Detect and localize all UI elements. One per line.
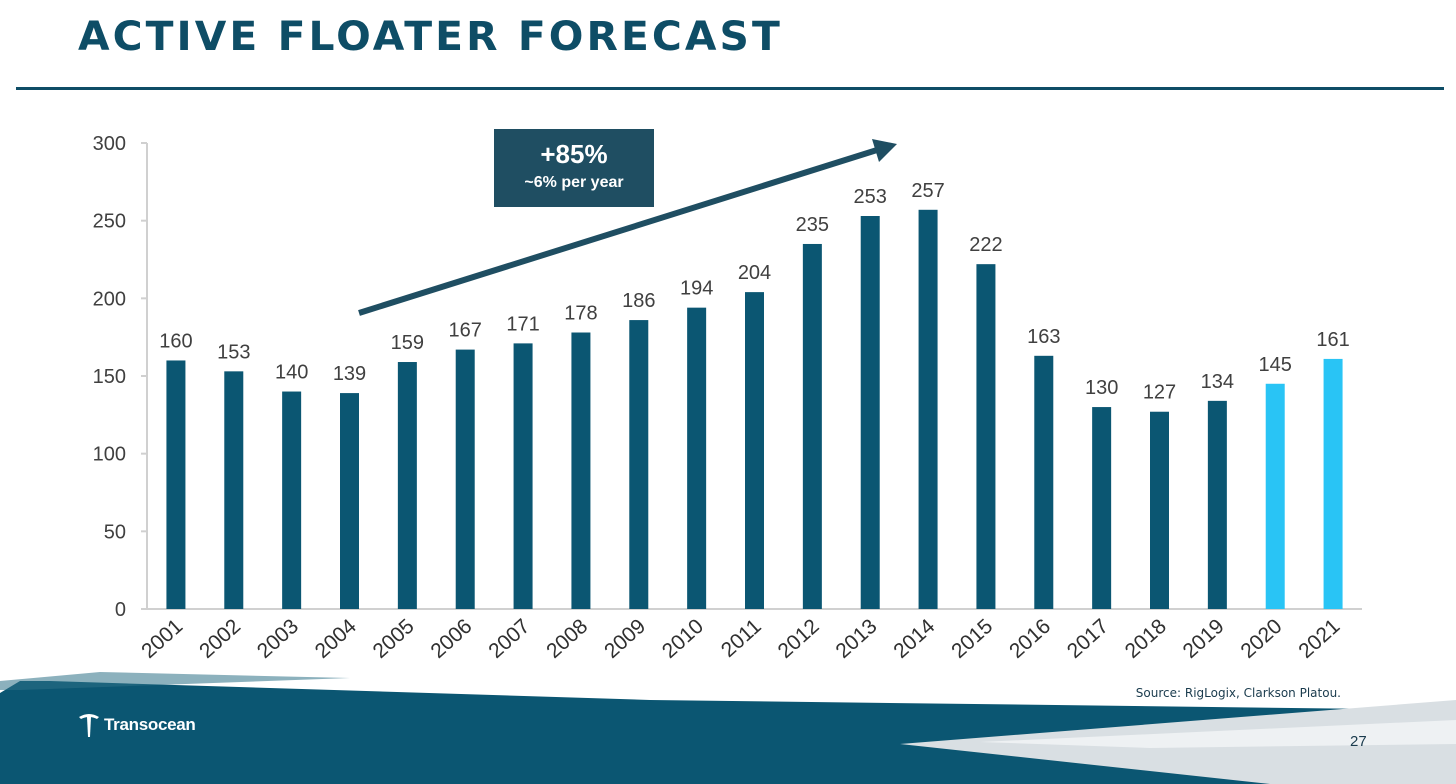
bar-2007 (513, 343, 533, 609)
data-label-2016: 163 (1027, 326, 1060, 348)
y-tick-label: 200 (93, 288, 126, 310)
y-tick-label: 50 (104, 521, 126, 543)
bar-2016 (1034, 355, 1054, 609)
x-tick-label-2019: 2019 (1179, 615, 1229, 663)
callout-percent: +85% (540, 139, 608, 169)
y-tick-label: 300 (93, 133, 126, 155)
y-tick-label: 100 (93, 444, 126, 466)
x-tick-label-2015: 2015 (947, 615, 997, 663)
x-tick-label-2021: 2021 (1294, 615, 1344, 663)
title-rule (16, 87, 1444, 90)
data-label-2014: 257 (911, 180, 944, 202)
bar-2018 (1150, 411, 1169, 609)
data-label-2012: 235 (796, 214, 829, 236)
x-tick-label-2013: 2013 (831, 615, 881, 663)
bar-2011 (745, 292, 764, 609)
x-tick-label-2016: 2016 (1005, 615, 1055, 663)
data-label-2006: 167 (449, 320, 482, 342)
data-label-2017: 130 (1085, 377, 1118, 399)
bar-2019 (1207, 400, 1227, 609)
x-tick-label-2007: 2007 (484, 615, 534, 663)
x-tick-label-2003: 2003 (253, 615, 303, 663)
data-label-2005: 159 (391, 332, 424, 354)
data-label-2011: 204 (738, 262, 771, 284)
x-tick-label-2010: 2010 (658, 615, 708, 663)
x-tick-label-2009: 2009 (600, 615, 650, 663)
bar-2002 (224, 371, 244, 609)
bar-2008 (571, 332, 591, 609)
data-label-2009: 186 (622, 290, 655, 312)
logo-text: Transocean (104, 715, 196, 734)
page-number: 27 (1350, 733, 1367, 750)
page-title: ACTIVE FLOATER FORECAST (78, 14, 783, 60)
y-tick-label: 150 (93, 366, 126, 388)
data-label-2021: 161 (1316, 329, 1349, 351)
bar-2010 (687, 307, 707, 609)
bar-2009 (629, 320, 649, 609)
transocean-t-icon (79, 714, 99, 737)
bar-2006 (455, 349, 475, 609)
callout-rate: ~6% per year (524, 174, 624, 191)
data-label-2002: 153 (217, 341, 250, 363)
x-tick-label-2018: 2018 (1121, 615, 1171, 663)
data-label-2015: 222 (969, 234, 1002, 256)
footer-band (0, 672, 1456, 784)
x-tick-label-2012: 2012 (774, 615, 824, 663)
data-label-2004: 139 (333, 363, 366, 385)
x-tick-label-2004: 2004 (311, 614, 361, 663)
data-label-2013: 253 (854, 186, 887, 208)
bar-2021 (1323, 358, 1343, 609)
bar-2012 (802, 243, 822, 609)
bar-2013 (860, 216, 880, 610)
growth-callout: +85% ~6% per year (494, 129, 654, 207)
data-label-2001: 160 (159, 330, 192, 352)
x-tick-label-2017: 2017 (1063, 615, 1113, 663)
data-label-2008: 178 (564, 303, 597, 325)
data-label-2018: 127 (1143, 382, 1176, 404)
x-tick-label-2002: 2002 (195, 615, 245, 663)
data-label-2007: 171 (506, 313, 539, 335)
x-tick-label-2008: 2008 (542, 615, 592, 663)
data-label-2019: 134 (1201, 371, 1234, 393)
growth-arrow (358, 139, 897, 316)
y-tick-label: 250 (93, 211, 126, 233)
bar-2005 (397, 362, 417, 609)
bar-2003 (282, 391, 302, 609)
bar-2014 (918, 209, 938, 609)
x-tick-label-2006: 2006 (426, 615, 476, 663)
data-label-2010: 194 (680, 278, 713, 300)
bar-2015 (976, 264, 996, 609)
x-tick-label-2014: 2014 (889, 614, 939, 663)
transocean-logo: Transocean (78, 712, 196, 738)
x-tick-label-2005: 2005 (369, 615, 419, 663)
bar-2020 (1265, 383, 1285, 609)
data-label-2003: 140 (275, 362, 308, 384)
data-label-2020: 145 (1259, 354, 1292, 376)
source-note: Source: RigLogix, Clarkson Platou. (1135, 686, 1341, 700)
bar-2004 (340, 393, 359, 609)
x-tick-label-2020: 2020 (1236, 615, 1286, 663)
x-tick-label-2011: 2011 (717, 615, 766, 662)
x-tick-label-2001: 2001 (137, 615, 187, 663)
bar-2017 (1092, 407, 1112, 609)
y-tick-label: 0 (115, 599, 126, 621)
bar-2001 (166, 360, 186, 609)
